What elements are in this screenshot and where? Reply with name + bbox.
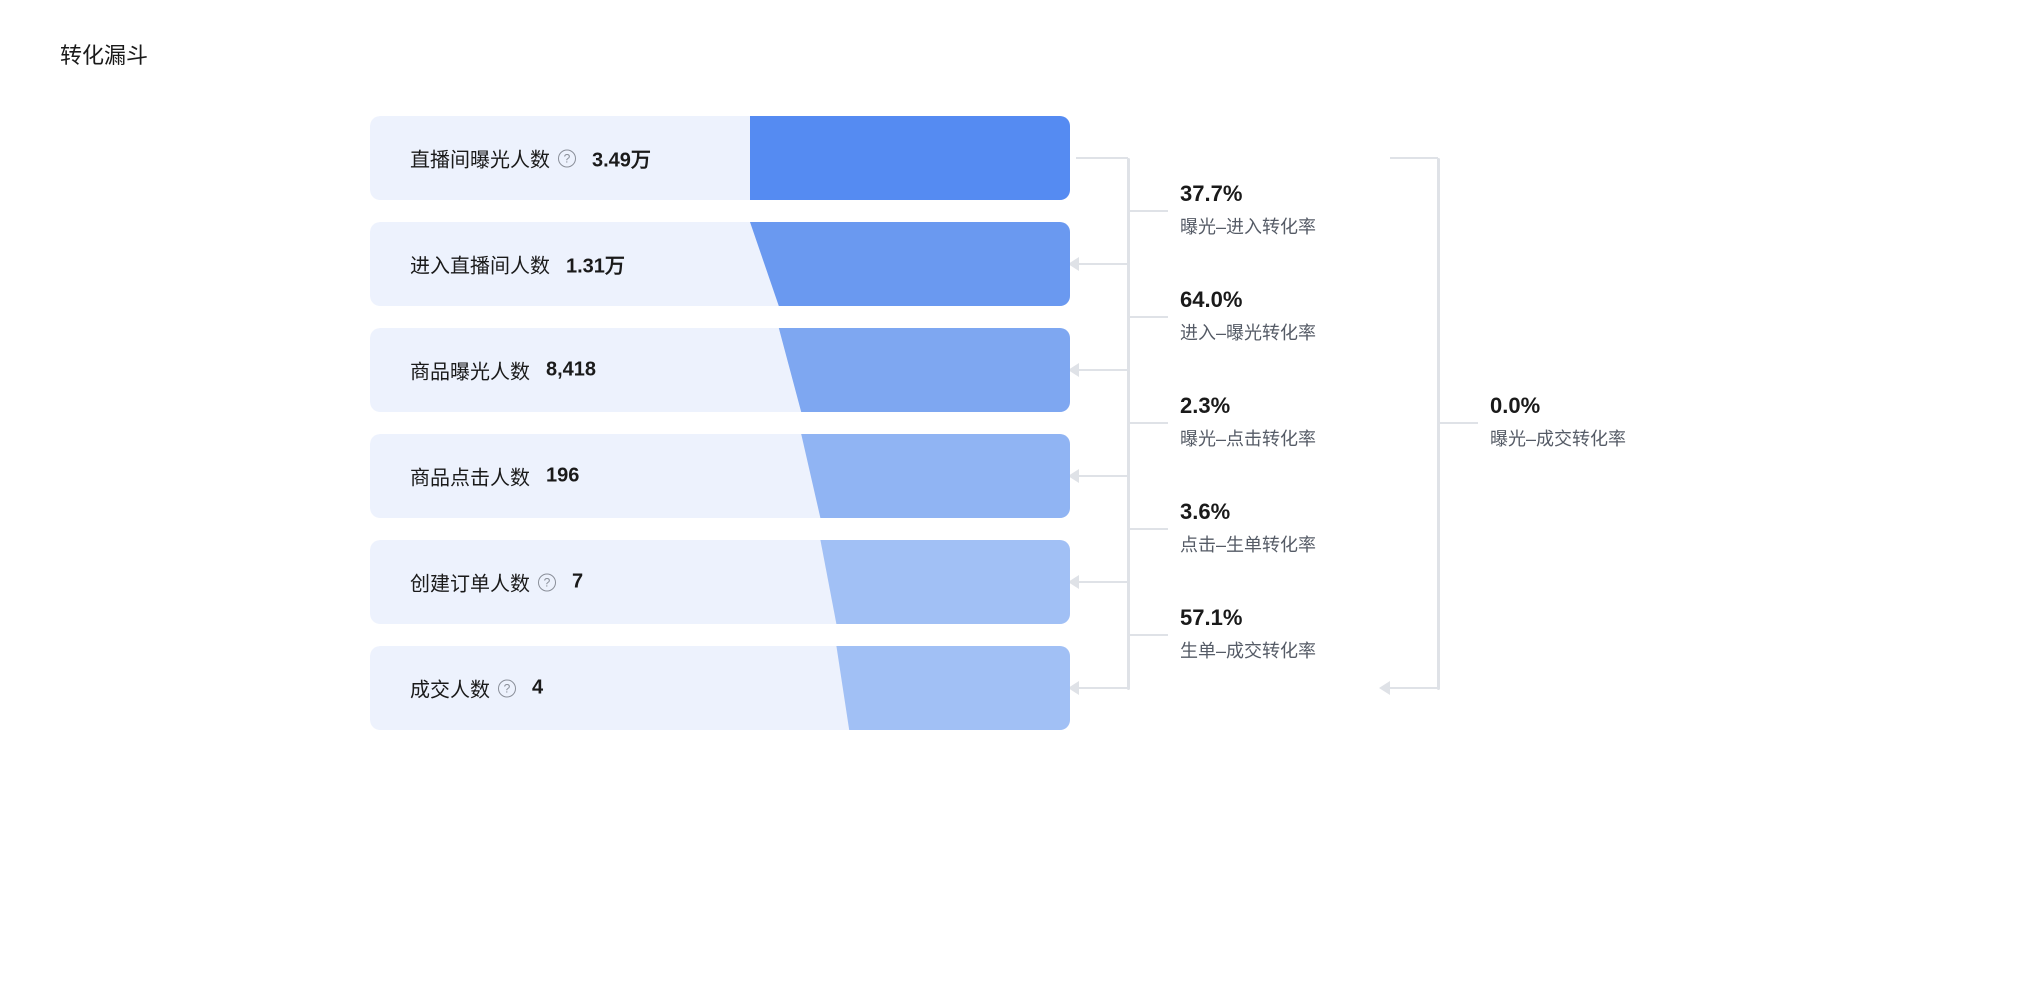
step-conversion-percent: 37.7% [1180, 181, 1380, 207]
funnel-label: 进入直播间人数 1.31万 [410, 250, 625, 279]
metric-name: 直播间曝光人数 [410, 144, 550, 173]
step-conversion: 64.0% 进入–曝光转化率 [1180, 287, 1380, 345]
funnel-row: 进入直播间人数 1.31万 [370, 222, 1070, 306]
funnel-bar [750, 116, 1070, 200]
bracket-segment [1127, 582, 1130, 690]
bracket-segment [1438, 422, 1478, 424]
overall-conversion: 0.0% 曝光–成交转化率 [1490, 393, 1626, 451]
help-icon[interactable]: ? [498, 679, 516, 697]
metric-value: 196 [546, 465, 579, 488]
funnel-row: 商品点击人数 196 [370, 434, 1070, 518]
funnel-bar [750, 222, 1070, 306]
help-icon[interactable]: ? [538, 573, 556, 591]
funnel-label: 创建订单人数? 7 [410, 568, 583, 597]
bracket-segment [1128, 422, 1168, 424]
step-conversion-label: 进入–曝光转化率 [1180, 319, 1380, 345]
step-conversion-label: 生单–成交转化率 [1180, 637, 1380, 663]
step-conversion: 3.6% 点击–生单转化率 [1180, 499, 1380, 557]
step-conversion-percent: 3.6% [1180, 499, 1380, 525]
help-icon[interactable]: ? [558, 149, 576, 167]
funnel-label: 商品点击人数 196 [410, 462, 579, 491]
step-conversion-percent: 64.0% [1180, 287, 1380, 313]
bracket-segment [1076, 475, 1128, 477]
metric-name: 进入直播间人数 [410, 250, 550, 279]
funnel-label: 直播间曝光人数? 3.49万 [410, 144, 651, 173]
metric-name: 成交人数 [410, 674, 490, 703]
funnel-row: 成交人数? 4 [370, 646, 1070, 730]
funnel-label: 成交人数? 4 [410, 674, 543, 703]
bracket-segment [1128, 634, 1168, 636]
metric-value: 3.49万 [592, 144, 651, 173]
metric-value: 1.31万 [566, 250, 625, 279]
metric-value: 4 [532, 677, 543, 700]
funnel-bar [750, 328, 1070, 412]
bracket-segment [1128, 316, 1168, 318]
bracket-segment [1437, 158, 1440, 690]
funnel-bar [750, 434, 1070, 518]
bracket-segment [1076, 687, 1128, 689]
bracket-segment [1076, 263, 1128, 265]
step-conversion: 57.1% 生单–成交转化率 [1180, 605, 1380, 663]
step-conversion: 37.7% 曝光–进入转化率 [1180, 181, 1380, 239]
bracket-segment [1076, 581, 1128, 583]
funnel-bar [750, 540, 1070, 624]
metric-value: 8,418 [546, 359, 596, 382]
metric-name: 商品曝光人数 [410, 356, 530, 385]
bracket-segment [1127, 158, 1130, 266]
bracket-segment [1076, 157, 1128, 159]
page-title: 转化漏斗 [60, 38, 148, 70]
bracket-segment [1127, 370, 1130, 478]
bracket-segment [1128, 528, 1168, 530]
metric-name: 创建订单人数 [410, 568, 530, 597]
metric-value: 7 [572, 571, 583, 594]
bracket-segment [1127, 264, 1130, 372]
step-conversion-percent: 2.3% [1180, 393, 1380, 419]
metric-name: 商品点击人数 [410, 462, 530, 491]
step-conversion-percent: 57.1% [1180, 605, 1380, 631]
arrow-icon [1379, 681, 1390, 695]
bracket-segment [1390, 687, 1438, 689]
step-conversion-label: 点击–生单转化率 [1180, 531, 1380, 557]
bracket-segment [1127, 476, 1130, 584]
step-conversion-label: 曝光–进入转化率 [1180, 213, 1380, 239]
funnel-row: 商品曝光人数 8,418 [370, 328, 1070, 412]
funnel-bar [750, 646, 1070, 730]
step-conversion: 2.3% 曝光–点击转化率 [1180, 393, 1380, 451]
funnel-row: 直播间曝光人数? 3.49万 [370, 116, 1070, 200]
bracket-segment [1076, 369, 1128, 371]
overall-conversion-label: 曝光–成交转化率 [1490, 425, 1626, 451]
funnel-row: 创建订单人数? 7 [370, 540, 1070, 624]
overall-conversion-percent: 0.0% [1490, 393, 1626, 419]
bracket-segment [1390, 157, 1438, 159]
funnel-label: 商品曝光人数 8,418 [410, 356, 596, 385]
funnel-chart: 直播间曝光人数? 3.49万进入直播间人数 1.31万商品曝光人数 8,418 商品点击… [370, 116, 1070, 752]
bracket-segment [1128, 210, 1168, 212]
step-conversion-label: 曝光–点击转化率 [1180, 425, 1380, 451]
